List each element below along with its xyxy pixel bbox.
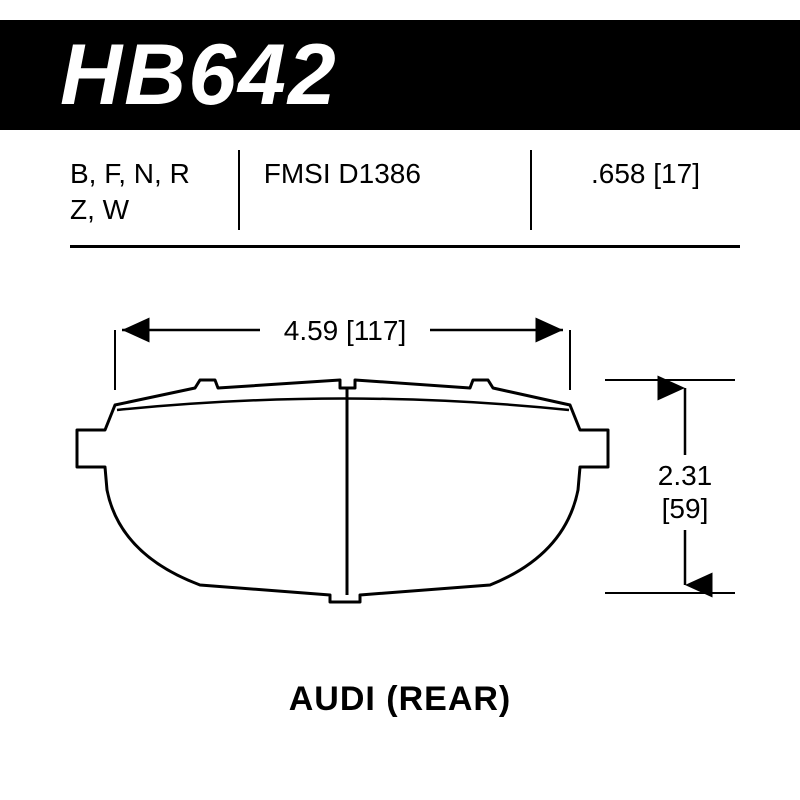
compounds-line1: B, F, N, R	[70, 156, 238, 192]
specs-row: B, F, N, R Z, W FMSI D1386 .658 [17]	[70, 150, 730, 245]
thickness-col: .658 [17]	[532, 150, 730, 192]
thickness-value: .658 [17]	[532, 156, 700, 192]
compounds-line2: Z, W	[70, 192, 238, 228]
brake-pad-drawing: 4.59 [117] 2.31 [59]	[0, 260, 800, 680]
width-label: 4.59 [117]	[284, 315, 406, 346]
caption: AUDI (REAR)	[0, 680, 800, 719]
height-label-2: [59]	[662, 493, 709, 524]
compounds-col: B, F, N, R Z, W	[70, 150, 238, 229]
header-bar: HB642	[0, 20, 800, 130]
brake-pad-outline	[77, 380, 608, 602]
fmsi-value: FMSI D1386	[264, 156, 530, 192]
height-label-1: 2.31	[658, 460, 713, 491]
part-number: HB642	[60, 26, 338, 125]
drawing-canvas: 4.59 [117] 2.31 [59]	[0, 260, 800, 680]
hrule	[70, 245, 740, 248]
fmsi-col: FMSI D1386	[240, 150, 530, 192]
